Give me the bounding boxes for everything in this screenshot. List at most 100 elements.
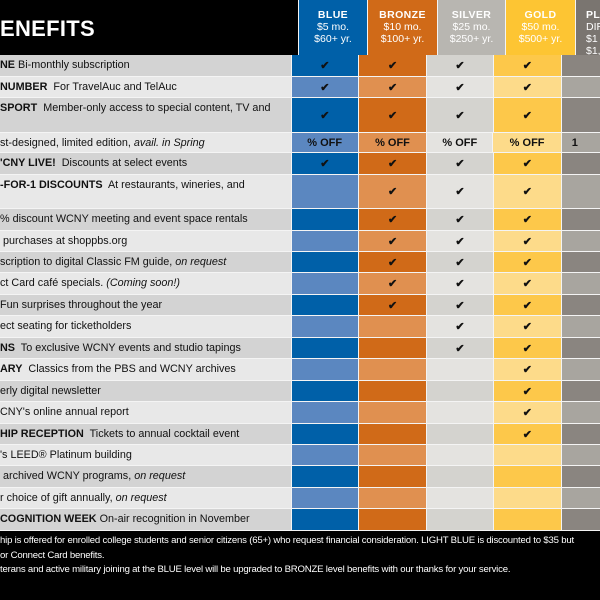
check-icon: ✔ — [522, 109, 532, 122]
tier-header-blue: BLUE $5 mo. $60+ yr. — [298, 0, 367, 55]
tier-cell-bronze — [358, 488, 427, 508]
tier-cell-silver: ✔ — [426, 273, 493, 294]
tier-cell-pla — [560, 509, 600, 530]
benefit-name: NE — [0, 59, 15, 71]
tier-cell-gold: ✔ — [492, 252, 561, 272]
benefit-text: % discount WCNY meeting and event space … — [0, 213, 248, 225]
tier-cell-blue — [290, 445, 358, 465]
benefit-row: NS To exclusive WCNY events and studio t… — [0, 338, 600, 359]
tier-cell-bronze: ✔ — [358, 209, 427, 230]
tier-cell-bronze: % OFF — [357, 133, 427, 152]
tier-cell-bronze: ✔ — [358, 231, 427, 251]
tier-cell-silver: ✔ — [426, 209, 493, 230]
benefit-description: SPORT Member-only access to special cont… — [0, 98, 291, 132]
benefit-row: -FOR-1 DISCOUNTS At restaurants, winerie… — [0, 175, 600, 209]
benefits-table: NE Bi-monthly subscription ✔ ✔ ✔ ✔ NUMBER Fo… — [0, 55, 600, 531]
benefit-row: % discount WCNY meeting and event space … — [0, 209, 600, 231]
tier-cell-pla — [560, 359, 600, 380]
tier-cell-gold: ✔ — [492, 209, 561, 230]
check-icon: ✔ — [320, 81, 330, 94]
benefit-description: 's LEED® Platinum building — [0, 445, 291, 465]
tier-name: GOLD — [524, 9, 557, 21]
check-icon: ✔ — [522, 428, 532, 441]
benefit-row: 's LEED® Platinum building — [0, 445, 600, 466]
tier-cell-bronze — [358, 424, 427, 444]
footnote-line: hip is offered for enrolled college stud… — [0, 535, 574, 546]
tier-cell-blue — [290, 252, 358, 272]
benefit-text: Discounts at select events — [55, 157, 188, 169]
footnotes: hip is offered for enrolled college stud… — [0, 534, 600, 578]
benefit-text: At restaurants, wineries, and — [102, 179, 245, 191]
check-icon: ✔ — [455, 321, 465, 333]
tier-cell-bronze: ✔ — [358, 77, 427, 97]
benefit-row: r choice of gift annually, on request — [0, 488, 600, 509]
benefit-description: r choice of gift annually, on request — [0, 488, 291, 508]
tier-cell-gold: ✔ — [492, 273, 561, 294]
benefit-text: For TravelAuc and TelAuc — [47, 81, 177, 93]
tier-cell-pla: 1 — [560, 133, 600, 152]
tier-monthly: $50 mo. — [521, 21, 560, 33]
tier-cell-silver — [426, 359, 493, 380]
benefit-description: 'CNY LIVE! Discounts at select events — [0, 153, 291, 174]
benefit-text: st-designed, limited edition, — [0, 137, 134, 149]
tier-cell-silver — [426, 381, 493, 401]
tier-yearly: $1 — [586, 33, 598, 45]
benefit-text: ct Card café specials. — [0, 277, 107, 289]
benefit-text: Classics from the PBS and WCNY archives — [22, 363, 236, 375]
benefit-note: on request — [134, 470, 186, 482]
benefit-note: on request — [115, 492, 167, 504]
benefit-text: scription to digital Classic FM guide, — [0, 256, 176, 268]
check-icon: ✔ — [522, 214, 532, 226]
benefit-row: ct Card café specials. (Coming soon!) ✔ ✔ ✔ — [0, 273, 600, 295]
tier-cell-gold: ✔ — [492, 98, 561, 132]
benefit-row: HIP RECEPTION Tickets to annual cocktail… — [0, 424, 600, 445]
check-icon: ✔ — [388, 214, 398, 226]
tier-cell-pla — [560, 381, 600, 401]
tier-cell-gold: ✔ — [492, 77, 561, 97]
benefit-description: ect seating for ticketholders — [0, 316, 291, 337]
check-icon: ✔ — [522, 321, 532, 333]
tier-cell-gold — [492, 445, 561, 465]
tier-cell-gold: ✔ — [492, 424, 561, 444]
tier-cell-silver: % OFF — [426, 133, 493, 152]
tier-monthly: $5 mo. — [316, 21, 350, 33]
benefit-row: 'CNY LIVE! Discounts at select events ✔ ✔ ✔… — [0, 153, 600, 175]
tier-cell-blue — [290, 488, 358, 508]
check-icon: ✔ — [455, 278, 465, 290]
benefit-name: -FOR-1 DISCOUNTS — [0, 179, 103, 191]
tier-cell-bronze: ✔ — [358, 98, 427, 132]
check-icon: ✔ — [455, 60, 465, 72]
tier-cell-pla — [560, 316, 600, 337]
benefit-description: ARY Classics from the PBS and WCNY archi… — [0, 359, 291, 380]
tier-cell-bronze — [358, 338, 427, 358]
tier-cell-silver — [426, 424, 493, 444]
check-icon: ✔ — [522, 364, 532, 376]
tier-monthly: $25 mo. — [452, 21, 491, 33]
check-icon: ✔ — [388, 60, 398, 72]
tier-cell-blue — [290, 466, 358, 487]
benefit-description: % discount WCNY meeting and event space … — [0, 209, 291, 230]
footnote-line: terans and active military joining at th… — [0, 564, 511, 575]
benefit-description: NS To exclusive WCNY events and studio t… — [0, 338, 291, 358]
check-icon: ✔ — [522, 407, 532, 419]
tier-cell-blue: ✔ — [290, 55, 358, 76]
page-title: ENEFITS — [0, 16, 95, 41]
check-icon: ✔ — [522, 81, 532, 94]
benefit-text: purchases at shoppbs.org — [0, 235, 128, 247]
tier-cell-bronze — [358, 445, 427, 465]
benefit-name: COGNITION WEEK — [0, 513, 97, 525]
tier-cell-silver — [426, 466, 493, 487]
tier-cell-blue: ✔ — [290, 98, 358, 132]
tier-cell-bronze: ✔ — [358, 153, 427, 174]
benefit-description: ct Card café specials. (Coming soon!) — [0, 273, 291, 294]
tier-cell-silver: ✔ — [426, 338, 493, 358]
benefit-row: erly digital newsletter ✔ — [0, 381, 600, 402]
tier-cell-bronze: ✔ — [358, 55, 427, 76]
tier-header-gold: GOLD $50 mo. $500+ yr. — [505, 0, 575, 55]
tier-cell-gold — [492, 466, 561, 487]
tier-cell-pla — [560, 231, 600, 251]
tier-cell-blue — [290, 381, 358, 401]
tier-yearly: $60+ yr. — [314, 33, 352, 45]
tier-cell-silver: ✔ — [426, 295, 493, 315]
tier-cell-blue: % OFF — [290, 133, 358, 152]
